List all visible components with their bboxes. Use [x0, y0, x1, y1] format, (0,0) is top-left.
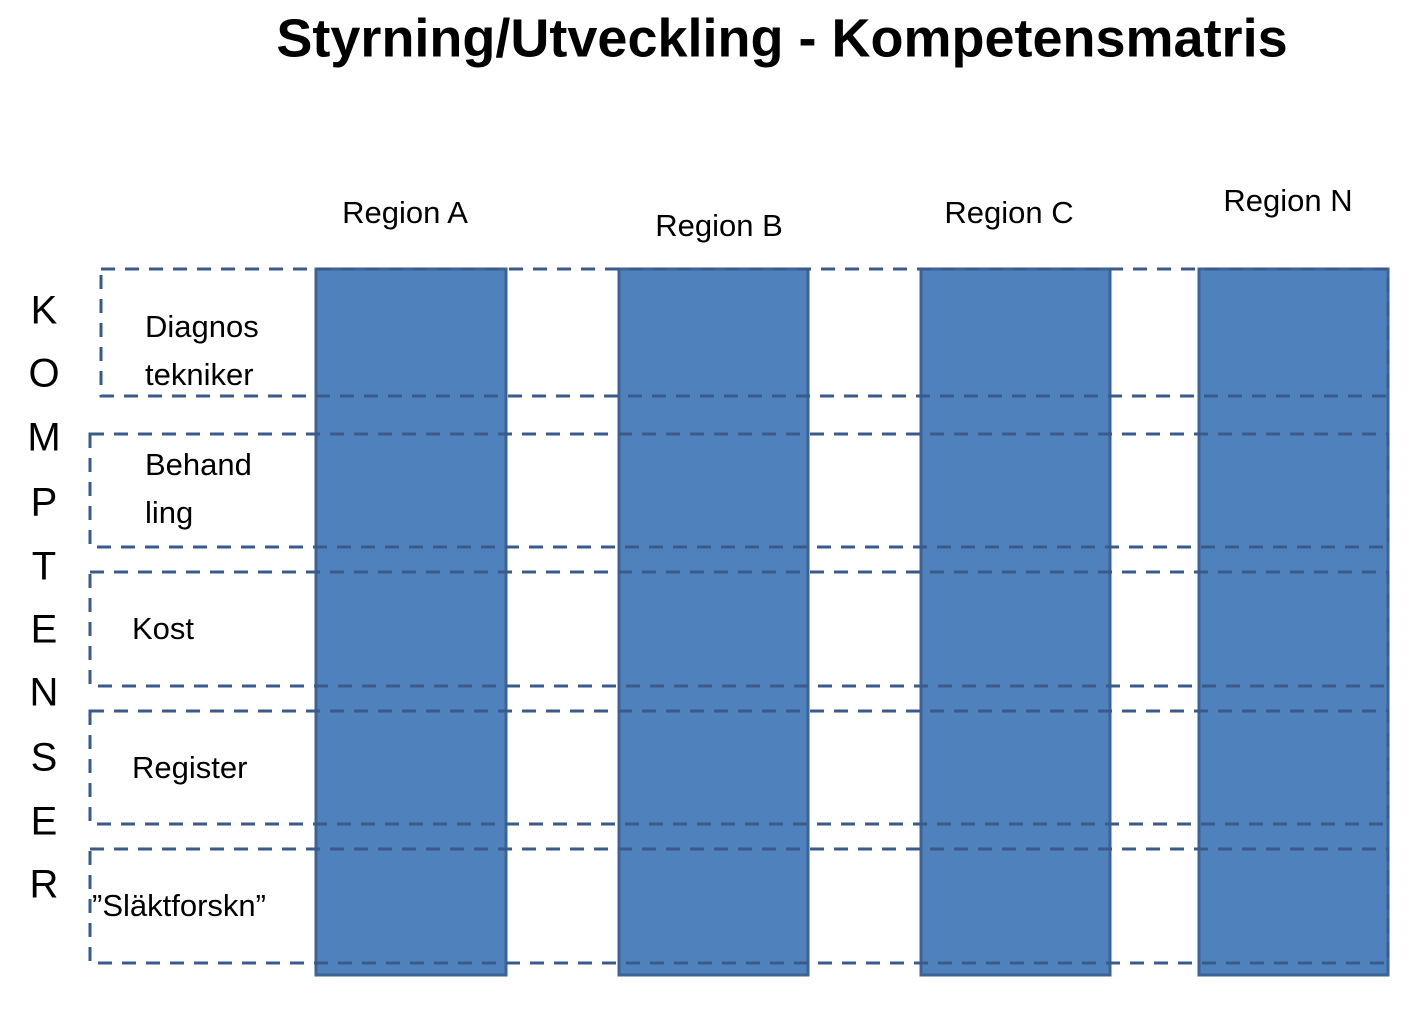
competency-label: ling [145, 495, 193, 530]
region-label: Region A [342, 195, 468, 230]
competency-row [88, 847, 1390, 965]
competency-row [99, 267, 1390, 398]
side-letter: M [27, 416, 60, 460]
side-letter: E [31, 608, 58, 652]
competency-row [88, 570, 1390, 688]
title: Styrning/Utveckling - Kompetensmatris [276, 8, 1287, 68]
competency-row [88, 432, 1390, 549]
side-letter: K [31, 289, 58, 333]
region-label: Region N [1223, 183, 1352, 218]
region-label: Region C [944, 195, 1073, 230]
region-column [1197, 267, 1390, 977]
competency-label: Register [132, 750, 247, 785]
side-letter: O [28, 352, 59, 396]
side-letter: N [30, 671, 59, 715]
region-label: Region B [655, 208, 783, 243]
region-column [617, 267, 810, 977]
side-letter: S [31, 736, 58, 780]
competency-label: tekniker [145, 357, 254, 392]
side-letter: R [30, 863, 59, 907]
region-column [919, 267, 1112, 977]
competency-label: Diagnos [145, 309, 259, 344]
competency-label: Behand [145, 447, 252, 482]
competency-row [88, 709, 1390, 826]
region-column [314, 267, 508, 977]
competency-label: Kost [132, 611, 194, 646]
side-letter: P [31, 481, 58, 525]
side-letter: T [32, 545, 56, 589]
side-letter: E [31, 800, 58, 844]
competency-label: ”Släktforskn” [92, 888, 266, 923]
